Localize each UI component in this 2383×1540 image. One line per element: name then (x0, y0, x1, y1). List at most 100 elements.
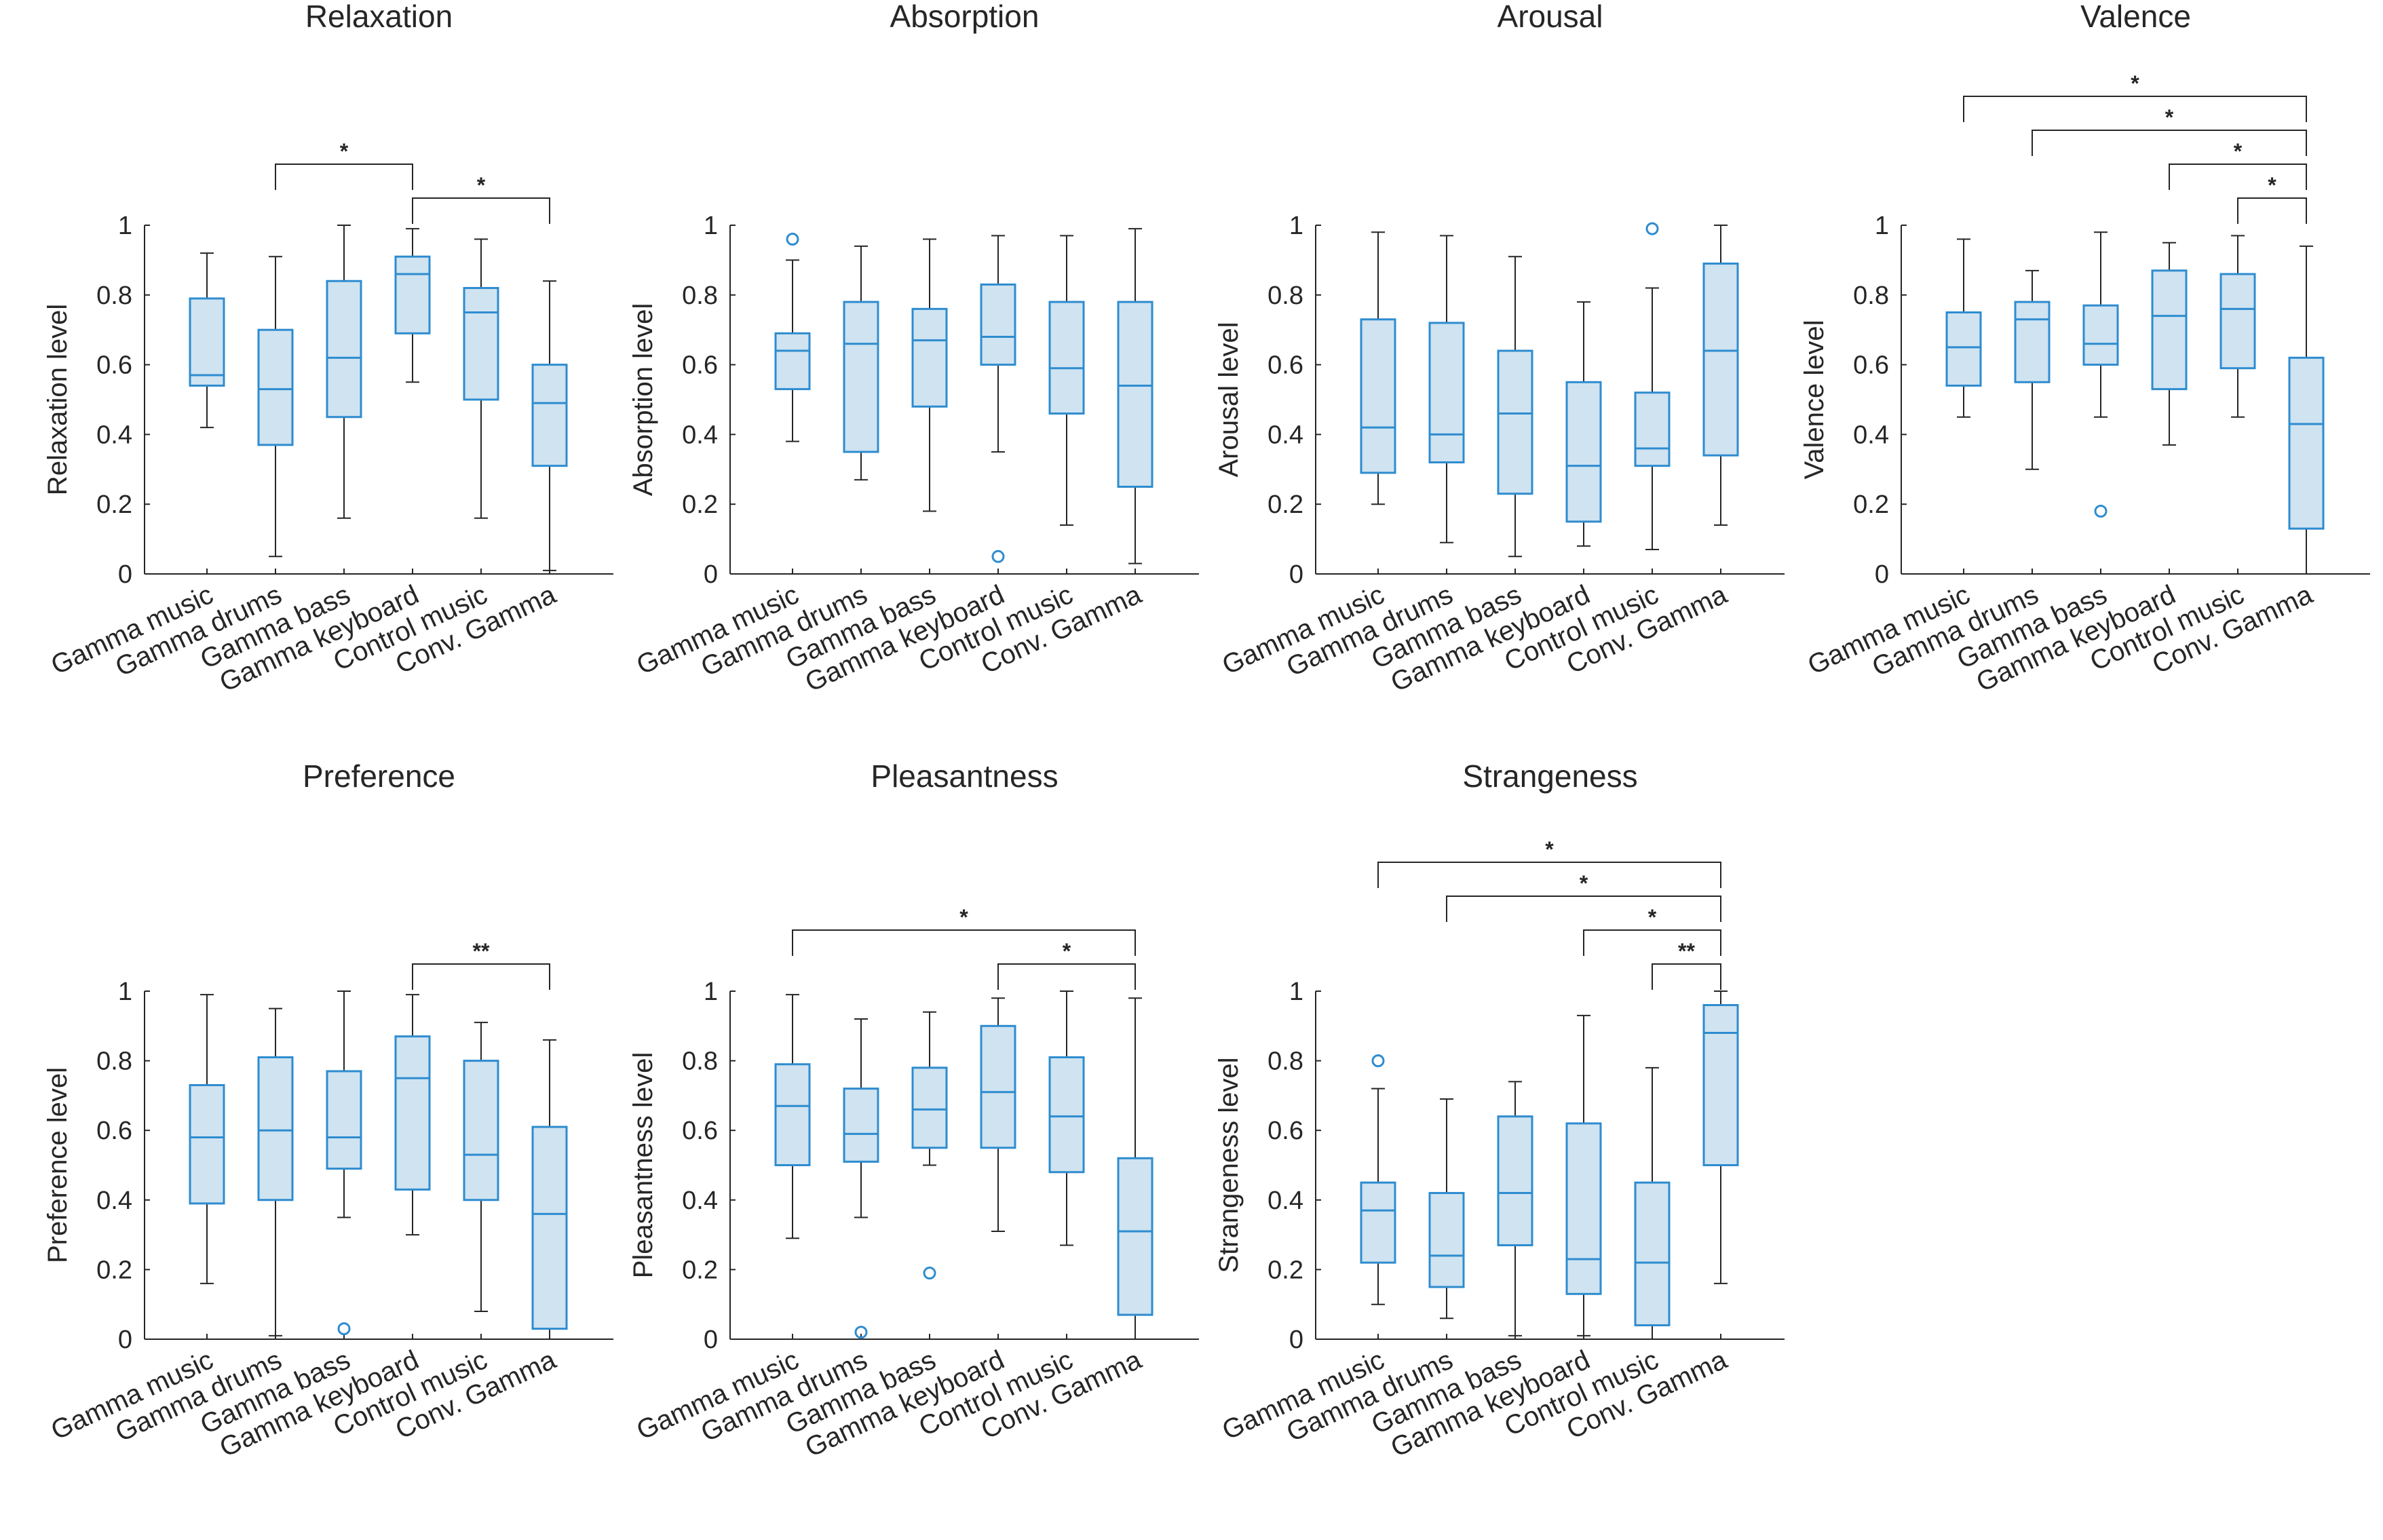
box-iqr (1497, 1115, 1533, 1246)
box-iqr (774, 1063, 811, 1166)
chart-panel-preference: Preference Preference level 0 0.2 0.4 0.6 0.8 1… (43, 758, 613, 1463)
bracket-line (2032, 130, 2307, 156)
y-tick-label: 0.8 (1267, 1047, 1303, 1076)
significance-bracket: * (2169, 139, 2307, 190)
bracket-line (1377, 862, 1721, 888)
y-tick-label: 0.2 (1267, 490, 1303, 519)
outlier-point (923, 1267, 936, 1280)
box-control-music (463, 1022, 499, 1312)
box-iqr (257, 1056, 294, 1201)
y-tick-label: 0.6 (1853, 351, 1889, 380)
chart-panel-pleasantness: Pleasantness Pleasantness level 0 0.2 0.4 0.6… (628, 758, 1199, 1463)
y-tick-label: 0.8 (682, 1047, 718, 1076)
significance-label: * (1580, 871, 1588, 896)
box-gamma-bass (1497, 1081, 1533, 1336)
box-gamma-music (189, 994, 225, 1284)
significance-bracket: * (1377, 837, 1721, 888)
box-iqr (326, 280, 362, 419)
y-tick-label: 0.4 (682, 421, 718, 449)
y-axis-label: Preference level (43, 1067, 73, 1263)
box-iqr (1634, 391, 1671, 467)
y-tick-label: 1 (704, 978, 718, 1006)
significance-bracket: * (275, 139, 413, 190)
box-gamma-drums (2014, 269, 2051, 470)
y-tick-label: 0.6 (682, 351, 718, 380)
box-control-music (1634, 222, 1671, 551)
box-gamma-music (189, 252, 225, 429)
significance-label: * (340, 139, 349, 163)
significance-label: * (477, 173, 486, 197)
box-iqr (2151, 269, 2188, 391)
y-tick-label: 0 (118, 560, 132, 589)
y-tick-label: 0.8 (96, 1047, 132, 1076)
y-axis-label: Arousal level (1214, 322, 1244, 477)
box-gamma-music (1360, 1054, 1396, 1305)
significance-bracket: ** (412, 939, 550, 990)
y-tick-label: 0.2 (1853, 490, 1889, 519)
y-tick-label: 0.6 (96, 1117, 132, 1145)
outlier-point (854, 1326, 868, 1339)
box-iqr (257, 328, 294, 446)
y-tick-label: 0 (704, 1326, 718, 1354)
box-conv-gamma (1117, 228, 1154, 564)
significance-label: * (2268, 173, 2276, 197)
y-tick-label: 0.6 (1267, 1117, 1303, 1145)
box-iqr (2082, 304, 2119, 366)
significance-label: * (2131, 71, 2139, 96)
box-iqr (463, 287, 499, 401)
significance-bracket: * (1446, 871, 1721, 922)
outlier-point (786, 233, 799, 246)
chart-panel-strangeness: Strangeness Strangeness level 0 0.2 0.4 0.6 0.… (1214, 758, 1785, 1463)
significance-bracket: * (1583, 905, 1721, 956)
box-gamma-keyboard (2151, 242, 2188, 446)
box-gamma-drums (1428, 235, 1465, 543)
outlier-point (2094, 504, 2108, 518)
y-tick-label: 0.8 (96, 282, 132, 310)
box-gamma-music (1360, 231, 1396, 505)
significance-label: * (2234, 139, 2243, 163)
bracket-line (2169, 163, 2307, 190)
box-conv-gamma (531, 280, 568, 571)
box-iqr (1428, 1192, 1465, 1288)
box-iqr (1565, 381, 1602, 523)
bracket-line (412, 963, 550, 990)
box-conv-gamma (1117, 997, 1154, 1340)
y-axis-label: Pleasantness level (628, 1052, 658, 1279)
box-iqr (394, 1035, 431, 1191)
chart-panel-absorption: Absorption Absorption level 0 0.2 0.4 0.6 0.8 1… (628, 0, 1199, 698)
y-axis-label: Absorption level (628, 303, 658, 497)
box-gamma-keyboard (394, 994, 431, 1236)
box-iqr (911, 307, 948, 408)
box-gamma-keyboard (980, 235, 1016, 563)
y-tick-label: 0.4 (682, 1187, 718, 1215)
y-tick-label: 0 (118, 1326, 132, 1354)
y-axis-label: Strangeness level (1214, 1058, 1244, 1273)
significance-bracket: * (792, 905, 1136, 956)
bracket-line (997, 963, 1136, 990)
box-iqr (394, 255, 431, 334)
y-tick-label: 0.8 (1853, 282, 1889, 310)
bracket-line (412, 197, 550, 224)
y-tick-label: 0.6 (682, 1117, 718, 1145)
box-iqr (463, 1060, 499, 1201)
box-iqr (1634, 1181, 1671, 1326)
y-tick-label: 1 (1289, 212, 1303, 240)
box-iqr (1360, 1181, 1396, 1264)
bracket-line (1963, 96, 2307, 122)
box-iqr (1048, 1056, 1085, 1174)
chart-title: Arousal (1498, 0, 1603, 34)
box-gamma-bass (326, 990, 362, 1336)
bracket-line (275, 163, 413, 190)
y-axis-label: Valence level (1799, 320, 1829, 480)
box-control-music (1048, 235, 1085, 526)
box-gamma-drums (257, 1007, 294, 1336)
y-tick-label: 0.4 (1267, 1187, 1303, 1215)
outlier-point (337, 1322, 351, 1336)
box-iqr (531, 364, 568, 467)
y-tick-label: 0.8 (682, 282, 718, 310)
box-gamma-bass (1497, 256, 1533, 558)
box-gamma-music (774, 233, 811, 442)
box-iqr (2288, 356, 2325, 530)
significance-bracket: * (2237, 173, 2307, 224)
y-tick-label: 0.2 (1267, 1256, 1303, 1284)
